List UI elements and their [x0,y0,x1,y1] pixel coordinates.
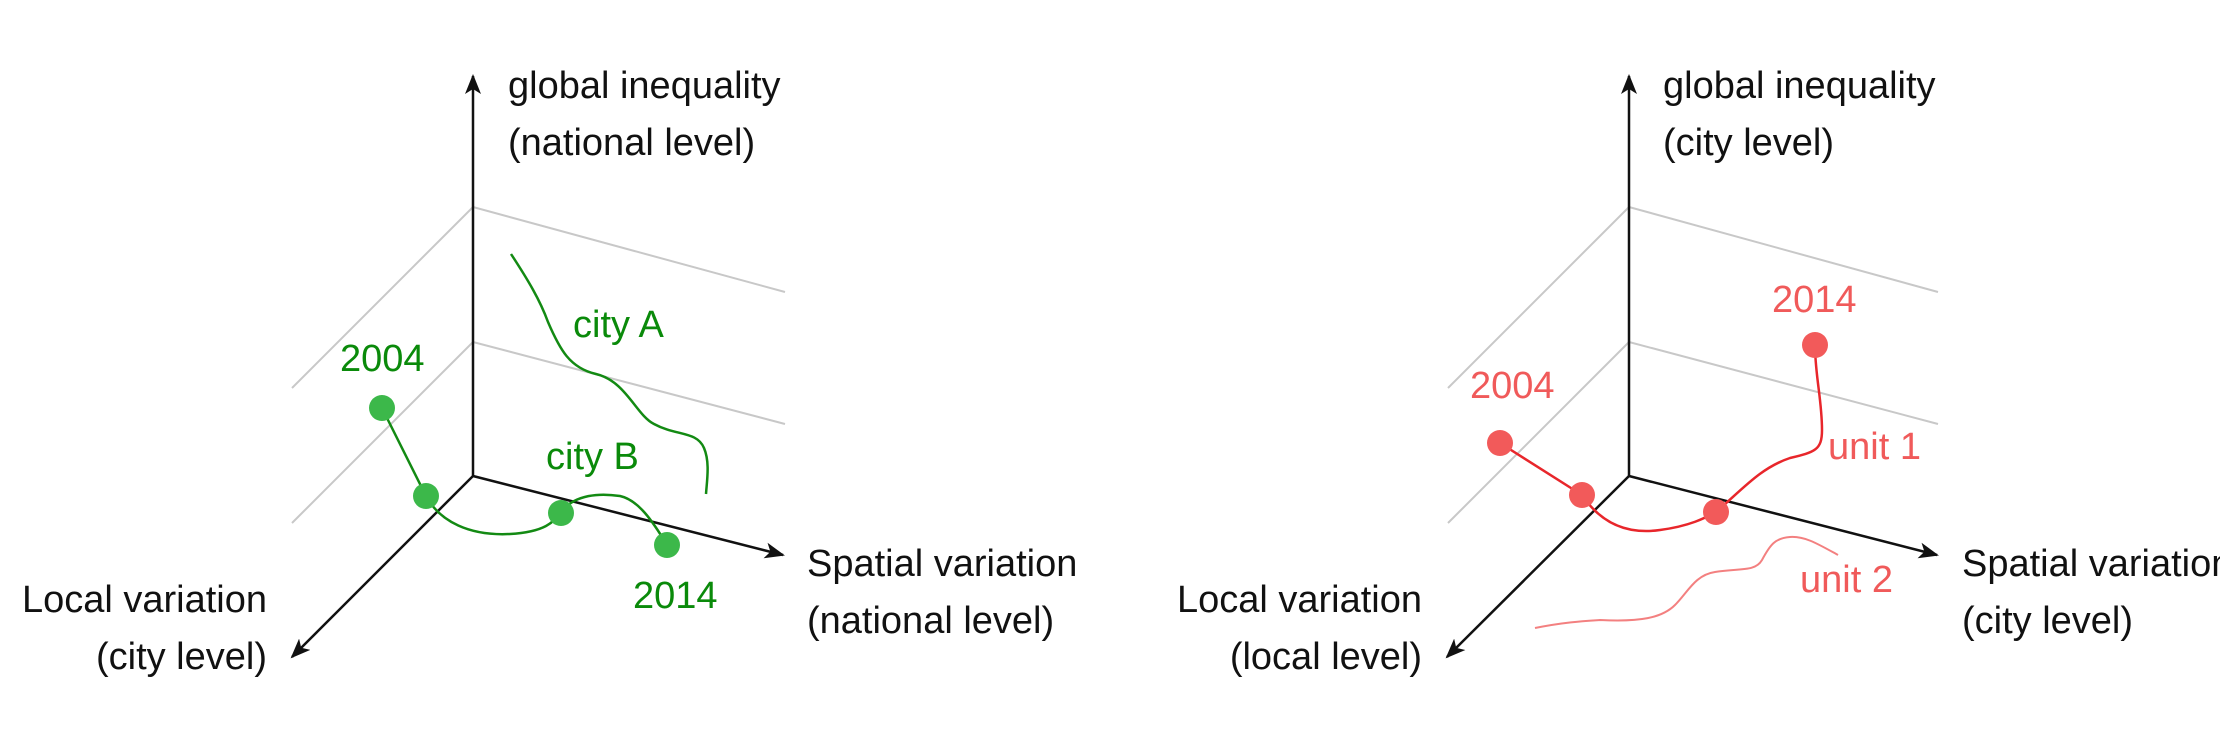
unit-1-curve [1499,344,1824,533]
city-b-point-2004 [369,395,395,421]
unit-2-curve [1534,535,1839,629]
left-vertical-axis-label-2: (national level) [508,122,755,164]
left-right-axis-label-1: Spatial variation [807,543,1077,585]
right-depth-axis-label-2: (local level) [1230,636,1422,678]
unit-1-point-2014 [1802,332,1828,358]
unit-2-label: unit 2 [1800,559,1893,601]
left-axes [290,74,785,659]
unit-1-point-2004 [1487,430,1513,456]
left-depth-axis-label-1: Local variation [22,579,267,621]
city-b-label: city B [546,436,639,478]
left-right-axis [472,474,785,559]
city-b-point-2 [413,483,439,509]
unit-1-label: unit 1 [1828,426,1921,468]
right-right-axis [1628,474,1939,559]
left-diagram: global inequality (national level) Spati… [22,65,1077,678]
left-vertical-axis-label-1: global inequality [508,65,781,107]
right-right-axis-label-1: Spatial variation [1962,543,2220,585]
left-year-2004-label: 2004 [340,338,425,380]
right-diagram: global inequality (city level) Spatial v… [1177,65,2220,678]
left-year-2014-label: 2014 [633,575,718,617]
right-year-2004-label: 2004 [1470,365,1555,407]
city-b-point-3 [548,500,574,526]
left-depth-axis [290,475,474,659]
city-a-curve [509,253,709,495]
right-vertical-axis-label-1: global inequality [1663,65,1936,107]
right-depth-axis [1445,475,1630,659]
right-depth-axis-label-1: Local variation [1177,579,1422,621]
city-b-point-2014 [654,532,680,558]
left-right-axis-label-2: (national level) [807,600,1054,642]
left-depth-axis-label-2: (city level) [96,636,267,678]
right-vertical-axis-label-2: (city level) [1663,122,1834,164]
right-axes [1445,74,1939,659]
right-right-axis-label-2: (city level) [1962,600,2133,642]
unit-1-point-3 [1703,499,1729,525]
unit-1-point-2 [1569,482,1595,508]
right-upper-plane [1447,205,1939,389]
right-year-2014-label: 2014 [1772,279,1857,321]
city-a-label: city A [573,304,664,346]
